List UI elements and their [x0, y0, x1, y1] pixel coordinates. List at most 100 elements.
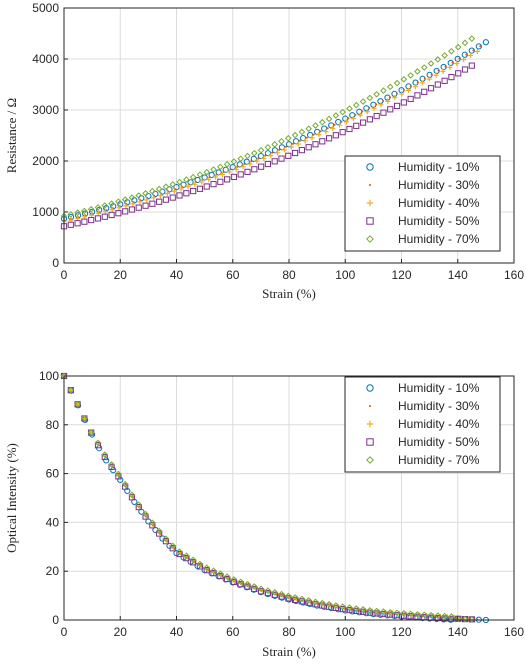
data-point: [178, 186, 184, 192]
data-point: [210, 570, 217, 577]
data-point: [458, 57, 461, 60]
data-point: [271, 147, 279, 154]
data-point: [110, 203, 117, 210]
data-point: [427, 611, 435, 619]
data-point: [117, 476, 124, 484]
x-tick-label: 80: [282, 625, 296, 639]
data-point: [423, 77, 426, 80]
data-point: [194, 176, 201, 184]
data-point: [142, 190, 149, 197]
data-point: [380, 109, 387, 116]
data-point: [455, 70, 462, 77]
x-tick-label: 120: [391, 268, 411, 282]
data-point: [81, 218, 88, 225]
data-point: [448, 615, 455, 622]
data-point: [176, 550, 183, 558]
legend-entry-label: Humidity - 40%: [398, 417, 480, 431]
data-point: [180, 181, 187, 188]
data-point: [305, 125, 312, 133]
data-point: [468, 616, 476, 623]
data-point: [115, 470, 122, 478]
data-point: [210, 181, 217, 188]
data-point: [420, 611, 428, 619]
data-point: [185, 184, 191, 190]
data-point: [349, 112, 356, 119]
data-point: [199, 179, 205, 185]
data-point: [339, 603, 346, 610]
data-point: [257, 585, 265, 593]
data-point: [230, 158, 238, 165]
data-point: [162, 196, 170, 203]
data-point: [387, 106, 394, 113]
data-point: [359, 606, 367, 613]
data-point: [217, 572, 224, 580]
data-point: [115, 473, 122, 480]
data-point: [67, 211, 75, 218]
data-point: [156, 530, 163, 537]
data-point: [392, 95, 398, 101]
data-point: [278, 137, 285, 145]
data-point: [123, 203, 129, 209]
data-point: [440, 68, 446, 75]
data-point: [326, 127, 329, 130]
data-point: [373, 610, 380, 617]
data-point: [393, 79, 401, 87]
data-point: [319, 138, 326, 145]
data-point: [81, 415, 88, 422]
data-point: [210, 166, 217, 173]
x-tick-label: 140: [448, 268, 468, 282]
legend-marker: [366, 217, 374, 225]
data-point: [441, 615, 448, 622]
y-tick-label: 0: [52, 613, 59, 627]
data-point: [108, 200, 115, 207]
data-point: [130, 201, 136, 207]
data-point: [337, 122, 343, 128]
data-point: [271, 591, 278, 598]
data-point: [400, 75, 408, 83]
data-point: [419, 80, 425, 86]
data-point: [189, 173, 197, 181]
data-point: [74, 400, 81, 408]
data-point: [298, 595, 306, 603]
data-point: [208, 171, 215, 179]
data-points: [60, 35, 489, 230]
data-point: [359, 119, 367, 126]
data-point: [203, 183, 210, 190]
x-tick-label: 100: [335, 268, 355, 282]
data-point: [319, 130, 322, 133]
data-point: [157, 193, 164, 199]
data-point: [305, 599, 312, 606]
data-point: [405, 87, 412, 93]
data-point: [451, 61, 454, 64]
data-point: [95, 210, 102, 216]
data-point: [226, 169, 232, 175]
data-point: [427, 60, 435, 67]
legend-marker: [366, 420, 374, 428]
data-point: [353, 607, 360, 615]
legend-marker: [366, 456, 374, 464]
data-point: [332, 604, 339, 611]
data-point: [183, 552, 190, 560]
data-point: [169, 545, 176, 552]
data-point: [162, 535, 170, 543]
data-point: [215, 169, 222, 176]
legend-entry-label: Humidity - 50%: [398, 214, 480, 228]
data-point: [366, 606, 374, 614]
data-point: [284, 592, 292, 600]
data-point: [74, 209, 81, 217]
legend-marker: [366, 199, 374, 207]
data-point: [244, 583, 251, 590]
data-point: [101, 202, 109, 209]
data-point: [247, 161, 253, 167]
data-point: [382, 99, 385, 102]
data-point: [278, 148, 281, 151]
data-point: [271, 158, 278, 165]
data-point: [350, 115, 357, 122]
data-point: [237, 578, 245, 586]
legend-marker: [369, 405, 371, 407]
data-point: [359, 608, 367, 615]
data-point: [426, 76, 432, 82]
data-point: [128, 494, 136, 501]
data-point: [414, 68, 421, 75]
data-point: [393, 609, 401, 617]
